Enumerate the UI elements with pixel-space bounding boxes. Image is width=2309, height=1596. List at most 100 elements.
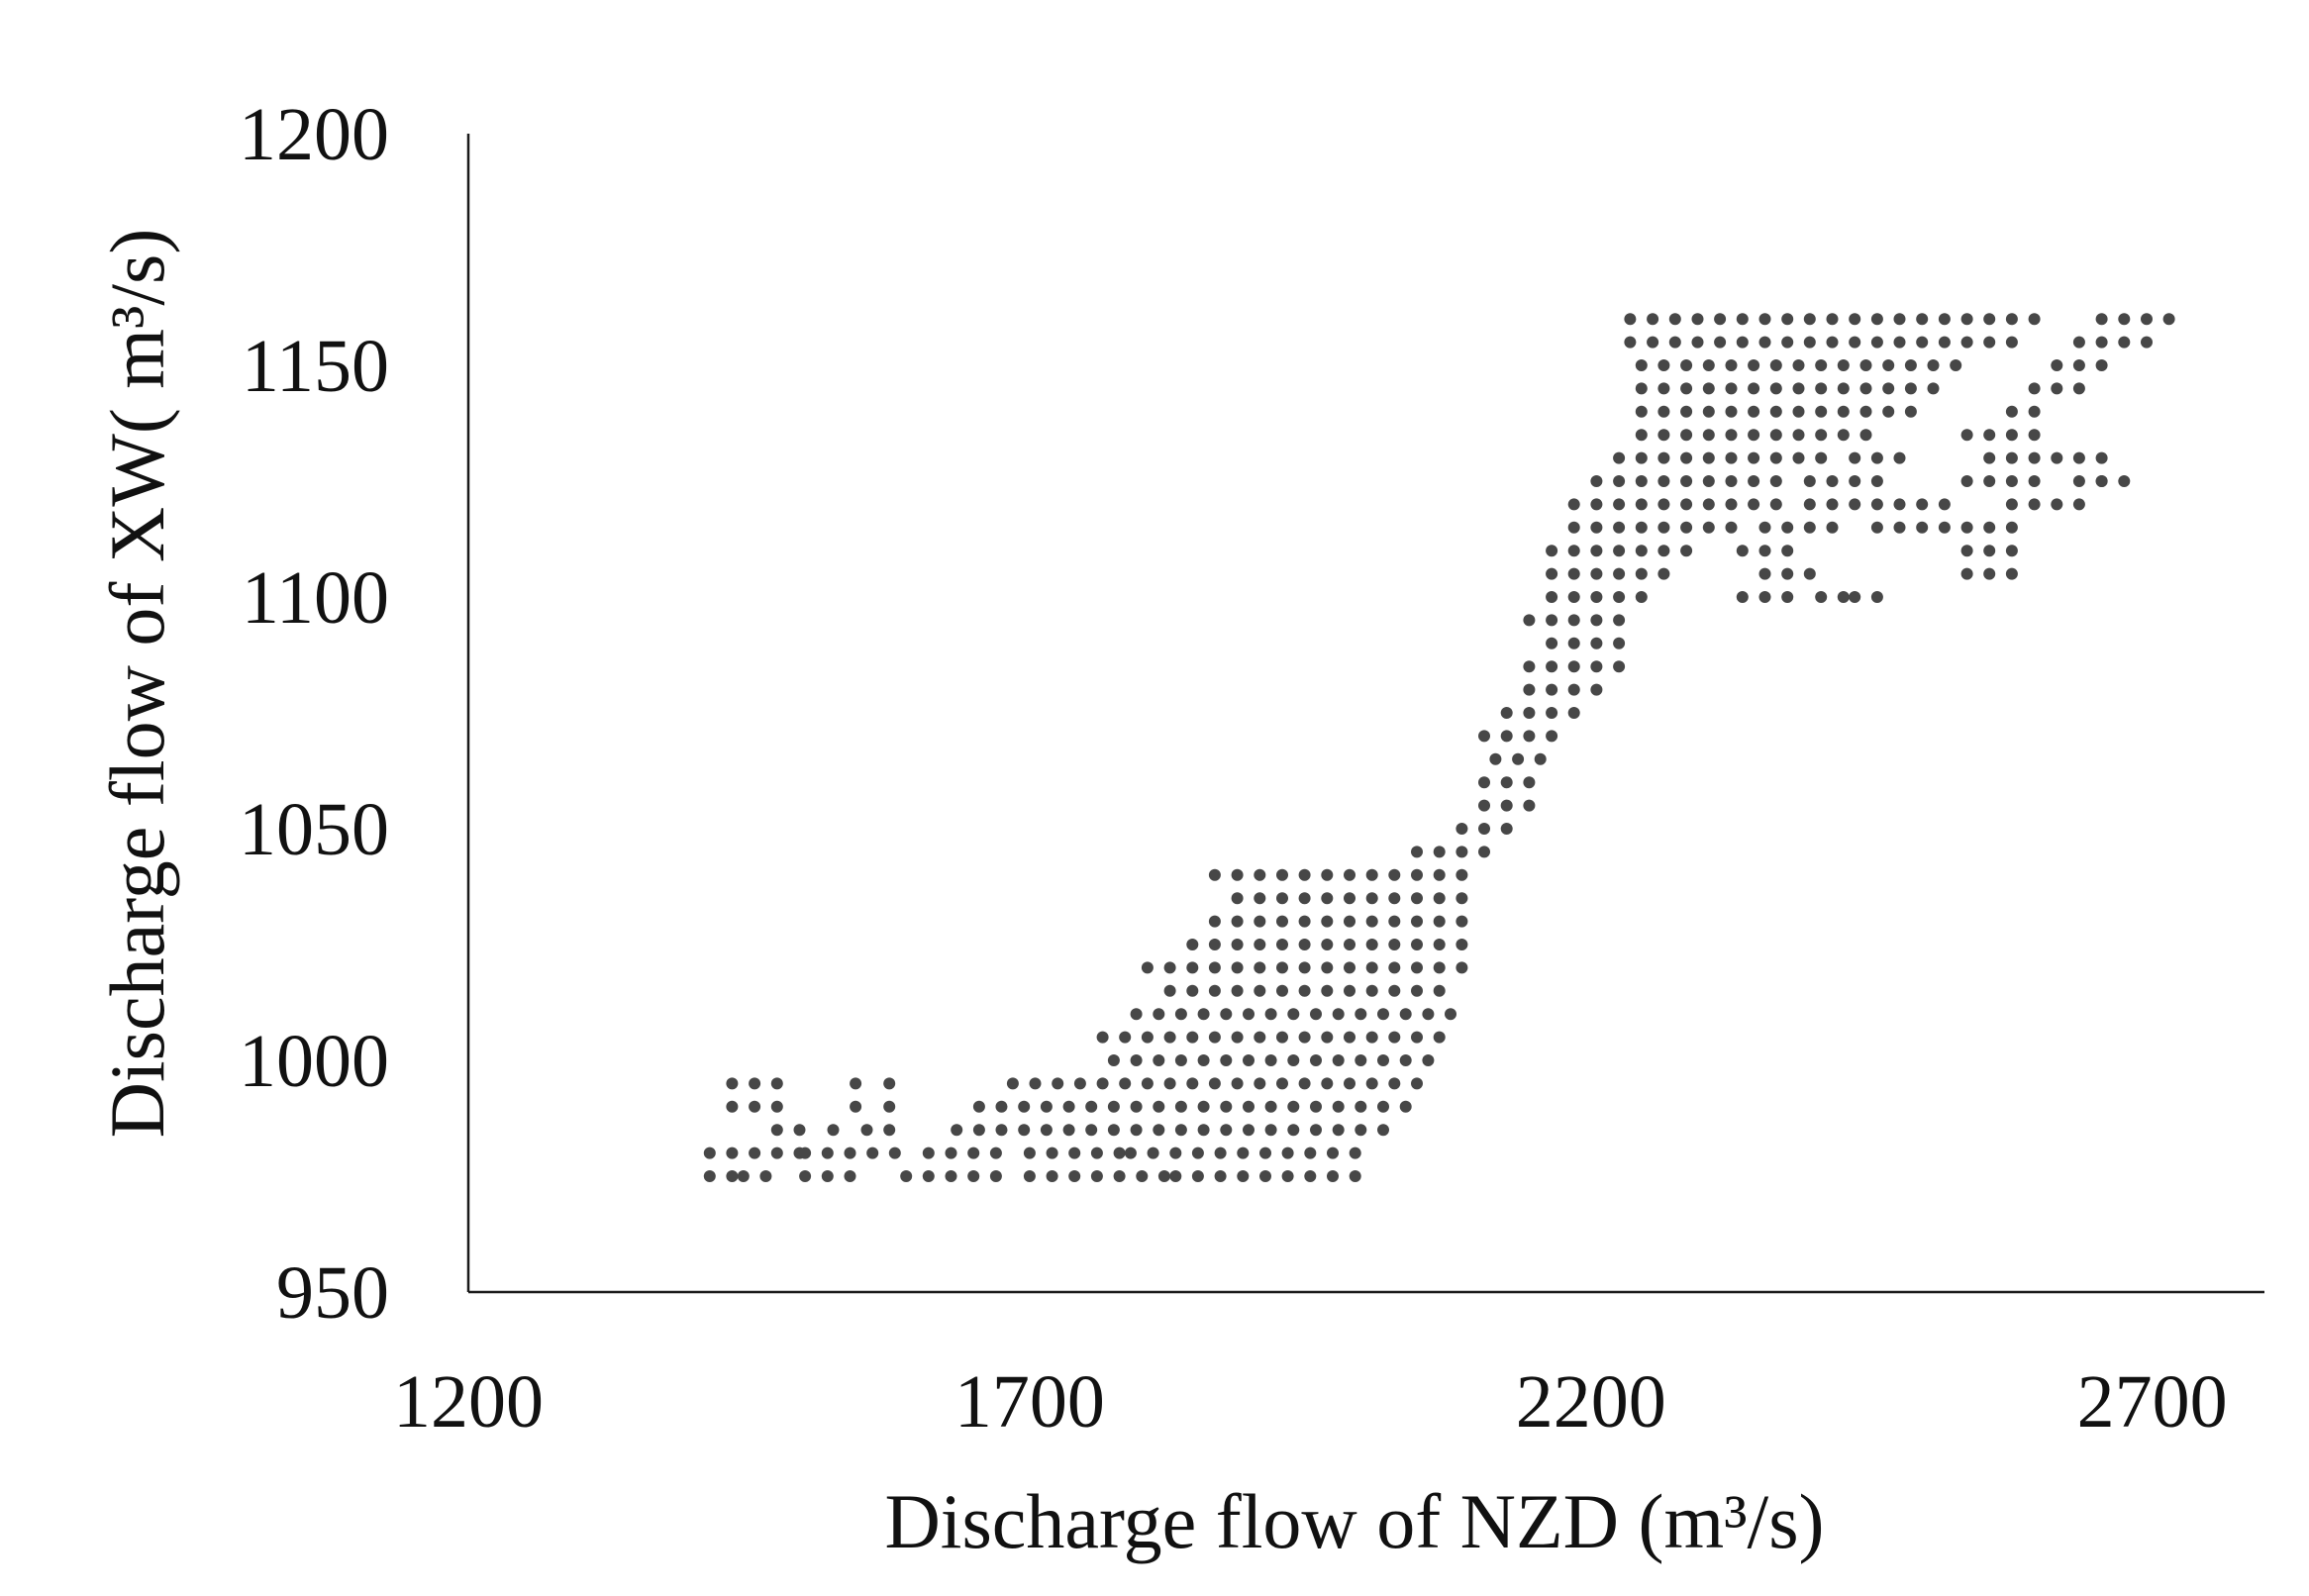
data-point (1220, 1054, 1233, 1066)
data-point (2028, 405, 2041, 418)
data-point (1433, 1031, 1446, 1044)
data-point (1141, 961, 1154, 974)
data-point (1792, 382, 1805, 395)
data-point (749, 1077, 761, 1090)
data-point (1546, 707, 1558, 719)
data-point (1680, 451, 1693, 464)
data-point (1456, 846, 1468, 858)
data-point (726, 1147, 739, 1159)
data-point (1567, 545, 1580, 557)
data-point (1657, 359, 1670, 371)
data-point (1702, 475, 1715, 487)
data-point (1046, 1147, 1058, 1159)
data-point (1725, 382, 1738, 395)
data-point (1298, 1077, 1311, 1090)
data-point (1157, 1170, 1170, 1182)
data-point (1186, 984, 1199, 997)
data-point (1870, 475, 1883, 487)
data-point (1344, 868, 1355, 881)
data-point (1960, 429, 1973, 442)
data-point (759, 1170, 772, 1182)
data-point (1635, 405, 1648, 418)
data-point (2095, 451, 2108, 464)
data-point (1546, 545, 1558, 557)
data-point (770, 1100, 783, 1113)
y-tick-label: 1050 (239, 788, 389, 871)
data-point (1635, 451, 1648, 464)
data-point (1590, 683, 1603, 696)
data-point (1927, 359, 1940, 371)
data-point (1725, 359, 1738, 371)
data-point (1214, 1147, 1227, 1159)
data-point (2095, 336, 2108, 349)
data-point (1006, 1077, 1019, 1090)
data-point (1411, 1077, 1423, 1090)
data-point (967, 1147, 980, 1159)
data-point (1243, 1100, 1255, 1113)
data-point (1702, 498, 1715, 511)
data-point (1725, 429, 1738, 442)
data-point (1310, 1100, 1322, 1113)
data-point (1327, 1170, 1339, 1182)
data-point (1635, 545, 1648, 557)
data-point (2028, 475, 2041, 487)
data-point (2028, 451, 2041, 464)
data-point (1748, 475, 1760, 487)
data-point (1130, 1008, 1143, 1021)
data-point (1130, 1100, 1143, 1113)
data-point (1243, 1054, 1255, 1066)
data-point (1657, 545, 1670, 557)
data-point (1758, 545, 1771, 557)
data-point (1870, 591, 1883, 603)
data-point (1613, 567, 1626, 580)
data-point (945, 1170, 957, 1182)
data-point (1803, 567, 1816, 580)
data-point (1523, 614, 1536, 627)
data-point (1276, 892, 1288, 905)
data-point (1837, 591, 1850, 603)
data-point (1478, 799, 1490, 812)
data-point (1523, 799, 1536, 812)
data-point (1388, 1077, 1401, 1090)
data-point (1983, 545, 1996, 557)
data-point (1657, 567, 1670, 580)
data-point (1388, 868, 1401, 881)
data-point (2005, 429, 2018, 442)
data-point (1702, 521, 1715, 534)
data-point (1769, 405, 1782, 418)
data-point (1254, 915, 1266, 928)
data-point (1849, 451, 1861, 464)
data-point (1769, 382, 1782, 395)
data-point (1276, 1077, 1288, 1090)
data-point (1960, 475, 1973, 487)
data-point (1130, 1054, 1143, 1066)
data-point (1758, 567, 1771, 580)
data-point (1153, 1100, 1165, 1113)
data-point (1399, 1054, 1412, 1066)
data-point (1163, 1031, 1176, 1044)
data-point (1231, 984, 1244, 997)
data-point (1590, 567, 1603, 580)
data-point (1107, 1054, 1120, 1066)
data-point (1849, 336, 1861, 349)
data-point (1388, 1031, 1401, 1044)
data-point (1191, 1170, 1204, 1182)
data-point (2072, 336, 2085, 349)
data-point (1769, 498, 1782, 511)
data-point (1657, 475, 1670, 487)
data-point (1169, 1147, 1182, 1159)
data-point (1062, 1100, 1075, 1113)
data-point (2005, 336, 2018, 349)
data-point (995, 1124, 1008, 1137)
data-point (1243, 1008, 1255, 1021)
data-point (1231, 1077, 1244, 1090)
data-point (1893, 498, 1906, 511)
data-point (1837, 359, 1850, 371)
data-point (1859, 382, 1872, 395)
data-point (1355, 1124, 1367, 1137)
data-point (1512, 752, 1525, 765)
data-point (1590, 614, 1603, 627)
data-point (1960, 313, 1973, 326)
x-tick-label: 2700 (2077, 1360, 2228, 1444)
data-point (883, 1124, 896, 1137)
